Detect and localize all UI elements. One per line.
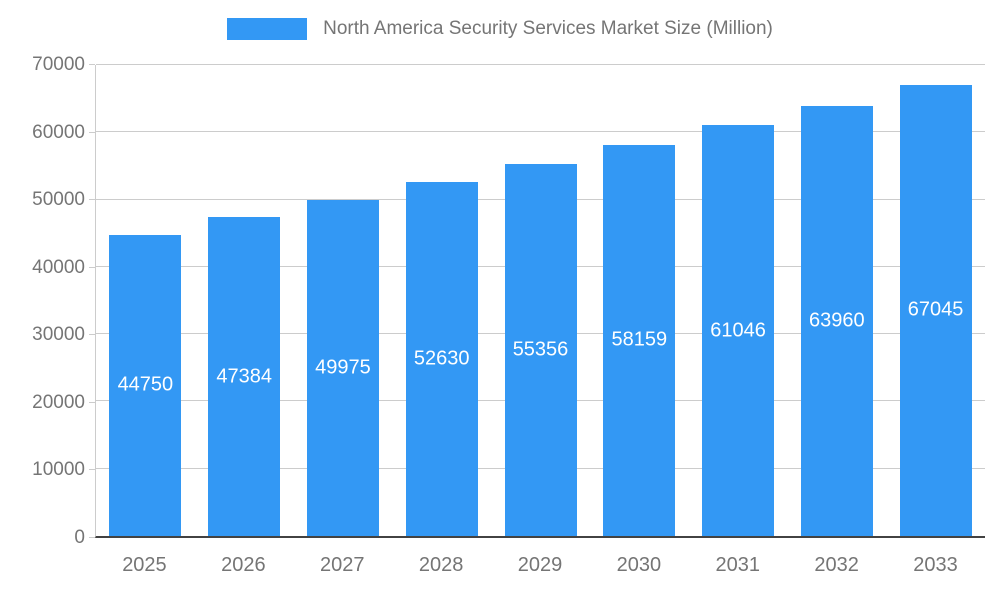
bar-value-label: 44750 — [117, 373, 174, 396]
y-tick-label: 0 — [74, 527, 85, 548]
x-tick-label: 2025 — [122, 554, 167, 576]
legend-swatch-icon — [227, 18, 308, 40]
chart-title: North America Security Services Market S… — [323, 18, 773, 39]
bar-value-label: 49975 — [315, 356, 371, 379]
y-tick-mark — [89, 401, 95, 403]
x-tick-label: 2033 — [913, 554, 958, 576]
y-tick-label: 40000 — [32, 256, 85, 278]
bar-2026[interactable]: 47384 — [208, 217, 281, 536]
y-tick-mark — [89, 469, 95, 471]
bar-2025[interactable]: 44750 — [109, 234, 182, 536]
bar-2030[interactable]: 58159 — [603, 144, 676, 536]
bar-value-label: 52630 — [413, 347, 470, 370]
x-tick-label: 2027 — [319, 554, 365, 576]
y-tick-label: 20000 — [32, 391, 85, 413]
bar-value-label: 55356 — [512, 338, 569, 361]
gridline — [96, 131, 985, 133]
y-tick-label: 50000 — [32, 189, 85, 211]
x-tick-label: 2028 — [418, 554, 464, 576]
bar-value-label: 67045 — [907, 298, 964, 321]
chart-legend: North America Security Services Market S… — [0, 14, 1000, 44]
bar-value-label: 47384 — [216, 365, 272, 388]
y-tick-mark — [89, 537, 95, 538]
y-tick-mark — [89, 266, 95, 268]
y-axis: 0 10000 20000 30000 40000 50000 60000 70000 — [0, 54, 95, 548]
bar-value-label: 61046 — [710, 319, 766, 342]
y-tick-label: 30000 — [32, 324, 85, 346]
x-axis: 2025 2026 2027 2028 2029 2030 2031 2032 2033 — [95, 548, 985, 584]
bar-value-label: 63960 — [809, 309, 865, 332]
y-tick-label: 10000 — [32, 459, 85, 481]
y-tick-mark — [89, 199, 95, 201]
y-tick-label: 70000 — [32, 54, 85, 75]
x-tick-label: 2031 — [715, 554, 761, 576]
x-tick-label: 2026 — [221, 554, 266, 576]
y-tick-mark — [89, 131, 95, 133]
gridline — [96, 64, 985, 65]
y-tick-label: 60000 — [32, 121, 85, 143]
bar-value-label: 58159 — [611, 328, 668, 351]
bar-2028[interactable]: 52630 — [405, 181, 478, 536]
bar-2027[interactable]: 49975 — [306, 199, 379, 536]
bar-2033[interactable]: 67045 — [899, 84, 972, 536]
x-tick-label: 2032 — [814, 554, 859, 576]
bar-2031[interactable]: 61046 — [702, 125, 775, 536]
x-tick-label: 2029 — [517, 554, 563, 576]
bar-2029[interactable]: 55356 — [504, 163, 577, 536]
bar-2032[interactable]: 63960 — [800, 105, 873, 536]
y-tick-mark — [89, 64, 95, 65]
y-tick-mark — [89, 334, 95, 336]
x-tick-label: 2030 — [616, 554, 662, 576]
plot-area: 44750 47384 49975 52630 55356 58159 61046 63960… — [95, 64, 985, 538]
